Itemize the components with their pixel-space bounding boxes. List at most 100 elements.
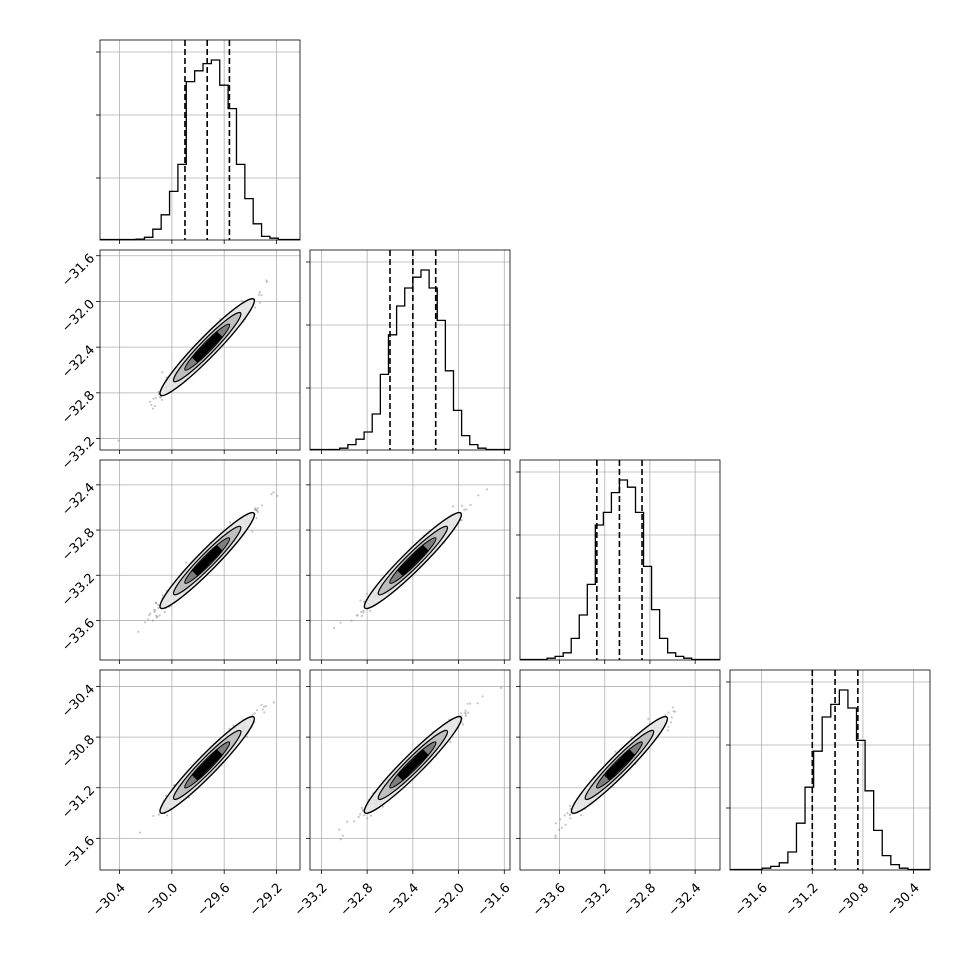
- scatter-point: [569, 813, 572, 816]
- y-tick-label-row1: −32.0: [59, 297, 98, 336]
- x-tick-label-col2: −32.8: [620, 881, 659, 920]
- scatter-point: [647, 717, 650, 720]
- scatter-point: [152, 397, 155, 400]
- scatter-point: [359, 599, 362, 602]
- panel-frame: [99, 669, 301, 871]
- scatter-point: [464, 709, 467, 712]
- scatter-point: [461, 723, 464, 726]
- scatter-point: [341, 834, 344, 837]
- panel-frame: [309, 459, 511, 661]
- x-tick-label-col2: −33.6: [530, 881, 569, 920]
- panel-frame: [729, 669, 931, 871]
- scatter-point: [161, 371, 164, 374]
- scatter-point: [346, 820, 349, 823]
- scatter-point: [469, 503, 472, 506]
- x-tick-label-col1: −32.8: [338, 881, 377, 920]
- scatter-point: [240, 299, 244, 302]
- scatter-point: [157, 606, 160, 610]
- scatter-point: [463, 508, 466, 511]
- scatter-panel-3-1: [306, 669, 511, 874]
- scatter-point: [382, 805, 385, 808]
- y-tick-label-row3: −31.2: [59, 783, 98, 822]
- scatter-point: [554, 834, 557, 837]
- scatter-point: [362, 611, 365, 614]
- scatter-points: [333, 488, 489, 630]
- scatter-point: [361, 808, 364, 811]
- scatter-point: [152, 608, 156, 611]
- scatter-point: [160, 398, 163, 401]
- scatter-point: [137, 630, 140, 633]
- scatter-panel-3-0: [96, 669, 301, 874]
- scatter-point: [158, 614, 161, 617]
- y-tick-label-row1: −31.6: [59, 251, 98, 290]
- histogram-panel-1: [306, 249, 511, 454]
- y-tick-label-row1: −33.2: [59, 434, 98, 473]
- scatter-point: [564, 823, 567, 827]
- scatter-point: [276, 494, 279, 497]
- scatter-point: [263, 711, 266, 714]
- histogram-panel-3: [726, 669, 931, 874]
- scatter-point: [366, 817, 369, 820]
- scatter-point: [150, 403, 153, 406]
- scatter-point: [569, 813, 572, 816]
- scatter-point: [566, 812, 569, 815]
- scatter-point: [255, 509, 258, 512]
- scatter-point: [154, 601, 158, 605]
- scatter-point: [257, 293, 261, 296]
- scatter-point: [258, 291, 261, 294]
- x-tick-label-col0: −29.2: [247, 881, 286, 920]
- scatter-point: [260, 504, 264, 507]
- scatter-point: [500, 686, 503, 690]
- scatter-point: [360, 806, 363, 809]
- x-tick-label-col1: −32.0: [429, 881, 468, 920]
- scatter-points: [137, 491, 279, 633]
- y-tick-label-row2: −32.8: [59, 525, 98, 564]
- scatter-point: [469, 702, 472, 705]
- x-tick-label-col3: −31.6: [732, 881, 771, 920]
- scatter-point: [466, 702, 469, 705]
- scatter-point: [260, 294, 263, 297]
- scatter-point: [554, 836, 557, 839]
- scatter-point: [362, 609, 365, 612]
- scatter-points: [117, 279, 269, 442]
- histogram-series: [546, 479, 693, 660]
- scatter-point: [467, 711, 470, 714]
- scatter-point: [157, 390, 160, 393]
- scatter-point: [261, 708, 264, 711]
- x-tick-label-col2: −32.4: [666, 881, 705, 920]
- scatter-point: [165, 814, 169, 817]
- scatter-point: [460, 504, 464, 507]
- scatter-point: [667, 711, 670, 714]
- histogram-series: [761, 689, 909, 870]
- scatter-point: [272, 701, 275, 704]
- x-tick-label-col3: −31.2: [783, 881, 822, 920]
- scatter-point: [148, 614, 151, 617]
- scatter-point: [664, 713, 667, 716]
- panel-frame: [309, 669, 511, 871]
- x-tick-label-col1: −31.6: [475, 881, 514, 920]
- scatter-point: [486, 488, 489, 491]
- scatter-point: [262, 705, 266, 708]
- scatter-point: [338, 828, 341, 831]
- panel-frame: [99, 459, 301, 661]
- scatter-point: [147, 618, 150, 621]
- scatter-point: [228, 521, 232, 524]
- scatter-point: [630, 736, 633, 739]
- scatter-point: [449, 741, 452, 744]
- scatter-point: [151, 619, 155, 622]
- panel-frame: [99, 39, 301, 241]
- scatter-point: [673, 710, 677, 713]
- scatter-point: [360, 610, 363, 614]
- scatter-point: [350, 619, 353, 622]
- scatter-point: [165, 376, 168, 379]
- y-tick-label-row2: −33.2: [59, 571, 98, 610]
- scatter-point: [251, 713, 254, 716]
- scatter-point: [460, 712, 463, 715]
- scatter-point: [260, 703, 263, 707]
- panel-frame: [99, 249, 301, 451]
- scatter-point: [159, 396, 162, 399]
- scatter-point: [463, 711, 466, 714]
- scatter-point: [138, 831, 142, 834]
- y-tick-label-row1: −32.8: [59, 388, 98, 427]
